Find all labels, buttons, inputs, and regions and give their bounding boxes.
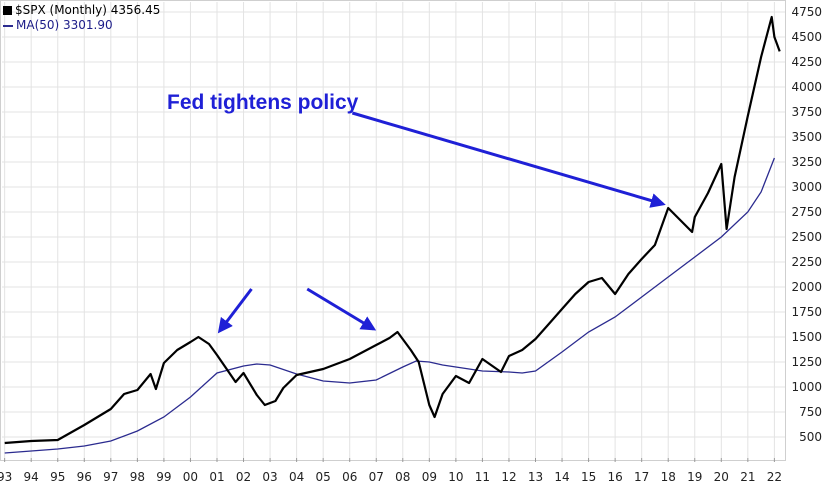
x-axis: 93 94 95 96 97 98 99 00 01 02 03 04 05 06 07 08 09 10 11 12… xyxy=(0,458,782,484)
x-tick-label: 99 xyxy=(156,470,171,484)
y-axis: 500 750 1000 1250 1500 1750 2000 2250 2500 2750 30… xyxy=(791,5,822,444)
x-tick-label: 21 xyxy=(740,470,755,484)
x-tick-label: 96 xyxy=(77,470,92,484)
x-tick-label: 22 xyxy=(767,470,782,484)
y-tick-label: 3500 xyxy=(791,130,822,144)
y-tick-label: 4000 xyxy=(791,80,822,94)
x-tick-label: 06 xyxy=(342,470,357,484)
y-tick-label: 3750 xyxy=(791,105,822,119)
x-tick-label: 94 xyxy=(24,470,39,484)
price-legend-swatch xyxy=(3,6,12,15)
x-tick-label: 08 xyxy=(395,470,410,484)
y-tick-label: 2250 xyxy=(791,255,822,269)
x-tick-label: 11 xyxy=(475,470,490,484)
y-tick-label: 4750 xyxy=(791,5,822,19)
y-tick-label: 1750 xyxy=(791,305,822,319)
x-tick-label: 07 xyxy=(369,470,384,484)
x-tick-label: 18 xyxy=(661,470,676,484)
y-tick-label: 3000 xyxy=(791,180,822,194)
x-tick-label: 98 xyxy=(130,470,145,484)
y-tick-label: 500 xyxy=(799,430,822,444)
x-tick-label: 17 xyxy=(634,470,649,484)
x-tick-label: 10 xyxy=(448,470,463,484)
x-tick-label: 03 xyxy=(262,470,277,484)
ma-legend-swatch xyxy=(3,24,13,27)
price-legend: $SPX (Monthly) 4356.45 xyxy=(3,3,160,17)
x-tick-label: 20 xyxy=(714,470,729,484)
y-tick-label: 1500 xyxy=(791,330,822,344)
x-tick-label: 13 xyxy=(528,470,543,484)
x-tick-label: 00 xyxy=(183,470,198,484)
y-tick-label: 1000 xyxy=(791,380,822,394)
series-lines xyxy=(4,15,781,454)
x-tick-label: 97 xyxy=(103,470,118,484)
x-tick-label: 12 xyxy=(501,470,516,484)
x-tick-label: 01 xyxy=(209,470,224,484)
x-tick-label: 93 xyxy=(0,470,12,484)
x-tick-label: 15 xyxy=(581,470,596,484)
annotation-text: Fed tightens policy xyxy=(167,91,359,114)
ma-legend: MA(50) 3301.90 xyxy=(3,18,113,32)
annotation-arrows xyxy=(217,111,666,334)
y-tick-label: 4500 xyxy=(791,30,822,44)
price-legend-label: $SPX (Monthly) 4356.45 xyxy=(15,3,161,17)
spx-price-line xyxy=(4,15,781,445)
annotation-arrow xyxy=(306,287,377,331)
gridlines xyxy=(2,2,785,458)
x-tick-label: 02 xyxy=(236,470,251,484)
annotation-arrow xyxy=(217,288,253,334)
plot-frame xyxy=(0,0,786,461)
x-tick-label: 04 xyxy=(289,470,304,484)
y-tick-label: 1250 xyxy=(791,355,822,369)
y-tick-label: 2500 xyxy=(791,230,822,244)
ma-legend-label: MA(50) 3301.90 xyxy=(16,18,113,32)
x-tick-label: 95 xyxy=(50,470,65,484)
y-tick-label: 2750 xyxy=(791,205,822,219)
y-tick-label: 2000 xyxy=(791,280,822,294)
x-tick-label: 09 xyxy=(422,470,437,484)
annotation-arrow xyxy=(351,111,666,208)
y-tick-label: 750 xyxy=(799,405,822,419)
x-tick-label: 05 xyxy=(316,470,331,484)
x-tick-label: 16 xyxy=(607,470,622,484)
x-tick-label: 14 xyxy=(554,470,569,484)
x-tick-label: 19 xyxy=(687,470,702,484)
y-tick-label: 4250 xyxy=(791,55,822,69)
ma50-line xyxy=(4,157,776,454)
y-tick-label: 3250 xyxy=(791,155,822,169)
